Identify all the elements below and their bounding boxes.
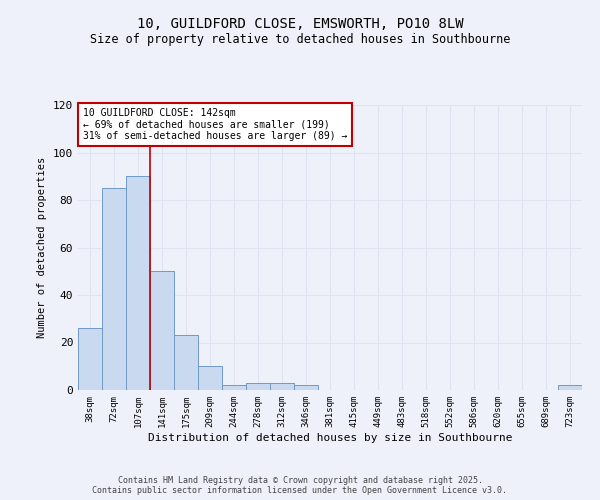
Y-axis label: Number of detached properties: Number of detached properties — [37, 157, 47, 338]
Bar — [222, 385, 246, 390]
Bar — [126, 176, 150, 390]
Bar — [150, 271, 174, 390]
Bar — [246, 383, 270, 390]
Bar — [294, 385, 318, 390]
Bar — [270, 383, 294, 390]
Text: 10 GUILDFORD CLOSE: 142sqm
← 69% of detached houses are smaller (199)
31% of sem: 10 GUILDFORD CLOSE: 142sqm ← 69% of deta… — [83, 108, 347, 141]
X-axis label: Distribution of detached houses by size in Southbourne: Distribution of detached houses by size … — [148, 432, 512, 442]
Bar — [558, 385, 582, 390]
Bar — [102, 188, 126, 390]
Bar — [174, 336, 198, 390]
Text: 10, GUILDFORD CLOSE, EMSWORTH, PO10 8LW: 10, GUILDFORD CLOSE, EMSWORTH, PO10 8LW — [137, 18, 463, 32]
Text: Contains HM Land Registry data © Crown copyright and database right 2025.
Contai: Contains HM Land Registry data © Crown c… — [92, 476, 508, 495]
Bar — [198, 366, 222, 390]
Bar — [78, 328, 102, 390]
Text: Size of property relative to detached houses in Southbourne: Size of property relative to detached ho… — [90, 32, 510, 46]
